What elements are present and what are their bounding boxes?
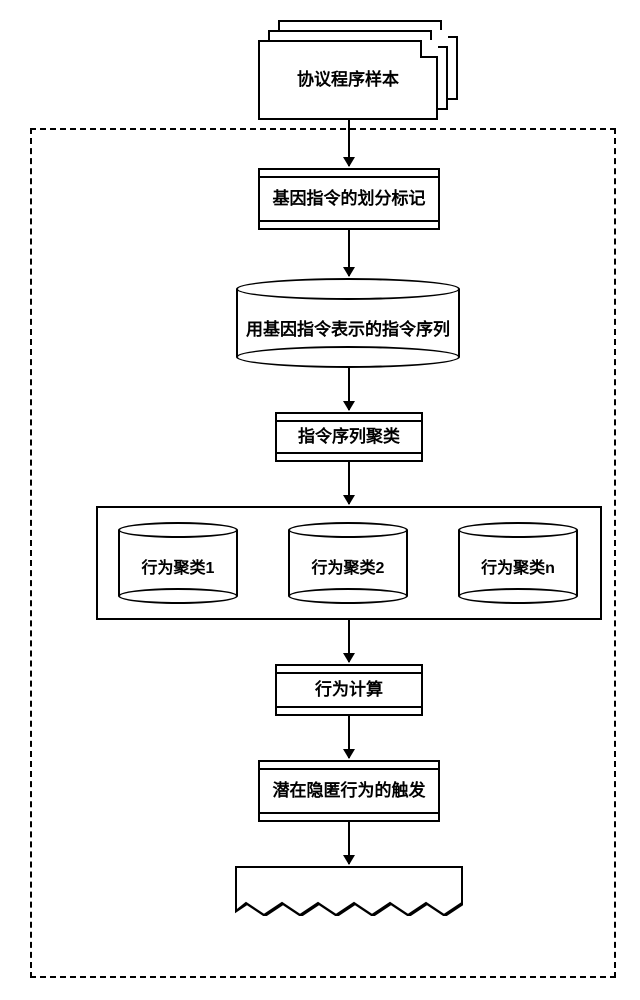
step-behavior-calc-text: 行为计算 [315,679,383,700]
doc-stack-label: 协议程序样本 [297,69,399,90]
step-behavior-calc-label: 行为计算 [275,664,423,716]
diagram-canvas: 协议程序样本 基因指令的划分标记 用基因指令表示的指令序列 指令序列聚类 [0,0,640,1000]
step-gene-marking-text: 基因指令的划分标记 [273,188,426,209]
cylinder-top [118,522,238,538]
cylinder-top [288,522,408,538]
doc-fold-icon [420,40,438,58]
cluster-item-n-label: 行为聚类n [458,540,578,598]
step-cluster-label: 指令序列聚类 [275,412,423,462]
arrow-4 [348,462,350,504]
cluster-item-1-label: 行为聚类1 [118,540,238,598]
step-cluster-text: 指令序列聚类 [298,426,400,447]
arrow-5 [348,620,350,662]
step-gene-sequence-db: 用基因指令表示的指令序列 [236,278,460,368]
banner-shape-clean [235,866,463,916]
arrow-6 [348,716,350,758]
cluster-item-1-text: 行为聚类1 [142,559,215,579]
doc-page-front: 协议程序样本 [258,40,438,120]
arrow-7 [348,822,350,864]
step-gene-marking: 基因指令的划分标记 [258,168,440,230]
step-gene-marking-label: 基因指令的划分标记 [258,168,440,230]
step-evaluation: 协议运行安全性评估 [235,866,463,916]
cylinder-top [236,278,460,300]
arrow-1 [348,120,350,166]
arrow-3 [348,368,350,410]
step-hidden-trigger-label: 潜在隐匿行为的触发 [258,760,440,822]
cluster-item-1: 行为聚类1 [118,522,238,604]
cluster-item-2-text: 行为聚类2 [312,559,385,579]
step-gene-sequence-db-label: 用基因指令表示的指令序列 [236,300,460,360]
doc-stack: 协议程序样本 [258,40,458,140]
cluster-item-2: 行为聚类2 [288,522,408,604]
step-cluster: 指令序列聚类 [275,412,423,462]
step-hidden-trigger-text: 潜在隐匿行为的触发 [273,780,426,801]
cluster-item-n: 行为聚类n [458,522,578,604]
step-gene-sequence-db-text: 用基因指令表示的指令序列 [246,319,450,340]
arrow-2 [348,230,350,276]
cluster-item-n-text: 行为聚类n [481,559,555,579]
step-behavior-calc: 行为计算 [275,664,423,716]
cluster-item-2-label: 行为聚类2 [288,540,408,598]
step-hidden-trigger: 潜在隐匿行为的触发 [258,760,440,822]
cylinder-top [458,522,578,538]
